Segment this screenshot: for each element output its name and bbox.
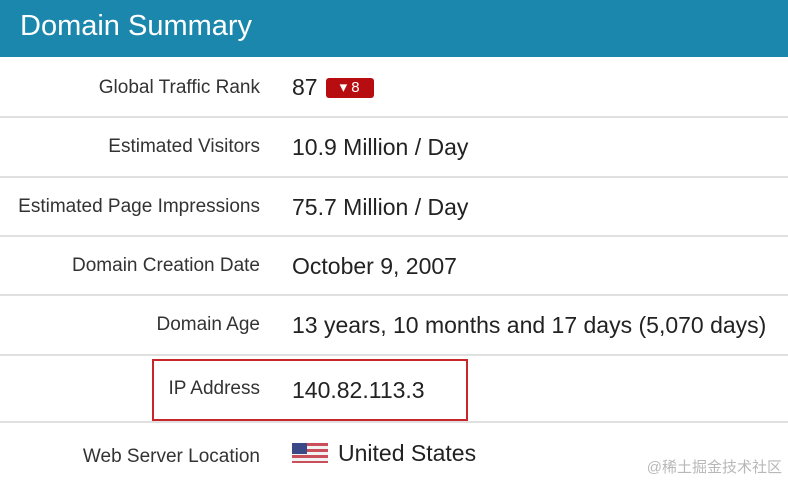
watermark: @稀土掘金技术社区 — [646, 459, 782, 476]
row-value: 87 ▾ 8 — [292, 74, 374, 101]
row-label: Domain Creation Date — [72, 255, 260, 276]
country-name: United States — [338, 440, 477, 466]
row-label: Global Traffic Rank — [98, 77, 260, 98]
us-flag-icon — [292, 443, 328, 463]
row-domain-age: Domain Age 13 years, 10 months and 17 da… — [0, 296, 788, 356]
row-value: 140.82.113.3 — [292, 377, 425, 403]
row-label: Web Server Location — [82, 446, 260, 467]
row-value: October 9, 2007 — [292, 253, 457, 279]
row-ip-address: IP Address 140.82.113.3 — [0, 356, 788, 423]
page-title: Domain Summary — [0, 0, 788, 57]
row-global-traffic-rank: Global Traffic Rank 87 ▾ 8 — [0, 57, 788, 118]
row-value: 10.9 Million / Day — [292, 134, 469, 160]
row-label: IP Address — [168, 378, 260, 399]
row-creation-date: Domain Creation Date October 9, 2007 — [0, 237, 788, 296]
row-label: Estimated Visitors — [108, 136, 260, 157]
row-page-impressions: Estimated Page Impressions 75.7 Million … — [0, 178, 788, 237]
rank-change-badge: ▾ 8 — [325, 78, 374, 98]
row-label: Domain Age — [156, 314, 260, 335]
row-estimated-visitors: Estimated Visitors 10.9 Million / Day — [0, 118, 788, 178]
row-value: 13 years, 10 months and 17 days (5,070 d… — [292, 312, 767, 338]
row-server-location: Web Server Location United States — [0, 423, 788, 483]
highlight-box — [152, 359, 468, 421]
rank-value: 87 — [292, 74, 318, 100]
row-label: Estimated Page Impressions — [18, 196, 260, 217]
row-value: United States — [292, 440, 476, 467]
row-value: 75.7 Million / Day — [292, 194, 469, 220]
